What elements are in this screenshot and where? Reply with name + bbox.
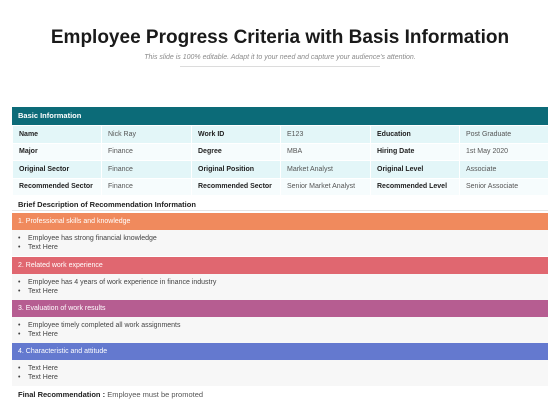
list-item: • Employee timely completed all work assi…: [12, 322, 548, 331]
page-subtitle: This slide is 100% editable. Adapt it to…: [144, 54, 416, 61]
info-value: Finance: [101, 177, 192, 196]
info-label: Original Sector: [12, 160, 102, 179]
info-label: Education: [370, 125, 460, 144]
list-item: • Text Here: [12, 331, 548, 340]
section-body: • Employee timely completed all work assi…: [12, 317, 548, 343]
bullet-icon: •: [18, 279, 21, 286]
bullet-icon: •: [18, 322, 21, 329]
info-value: Market Analyst: [280, 160, 371, 179]
list-item: • Employee has 4 years of work experience…: [12, 279, 548, 288]
info-label: Degree: [191, 142, 281, 161]
final-recommendation-value: Employee must be promoted: [107, 390, 204, 399]
info-value: E123: [280, 125, 371, 144]
section-body: • Employee has strong financial knowledge…: [12, 230, 548, 256]
info-label: Work ID: [191, 125, 281, 144]
section-characteristic-attitude: 4. Characteristic and attitude • Text Her…: [12, 343, 548, 386]
info-label: Recommended Level: [370, 177, 460, 196]
list-item: • Text Here: [12, 374, 548, 383]
info-label: Original Level: [370, 160, 460, 179]
section-work-results: 3. Evaluation of work results • Employee …: [12, 300, 548, 343]
info-value: MBA: [280, 142, 371, 161]
bullet-icon: •: [18, 373, 21, 381]
final-recommendation: Final Recommendation : Employee must be …: [18, 390, 203, 399]
bullet-text: Text Here: [28, 243, 58, 251]
info-value: Senior Associate: [459, 177, 549, 196]
info-value: Post Graduate: [459, 125, 549, 144]
section-header: 1. Professional skills and knowledge: [12, 213, 548, 230]
table-row: Original Sector Finance Original Positio…: [12, 160, 549, 179]
info-label: Hiring Date: [370, 142, 460, 161]
info-label: Original Position: [191, 160, 281, 179]
list-item: • Employee has strong financial knowledge: [12, 235, 548, 244]
bullet-icon: •: [18, 365, 21, 372]
list-item: • Text Here: [12, 288, 548, 297]
bullet-text: Text Here: [28, 287, 58, 295]
bullet-text: Employee has strong financial knowledge: [28, 235, 157, 242]
info-value: Nick Ray: [101, 125, 192, 144]
title-divider: [180, 66, 380, 67]
section-professional-skills: 1. Professional skills and knowledge • Em…: [12, 213, 548, 256]
brief-divider: [12, 210, 548, 211]
bullet-text: Text Here: [28, 373, 58, 381]
table-row: Major Finance Degree MBA Hiring Date 1st…: [12, 142, 549, 161]
bullet-icon: •: [18, 235, 21, 242]
basic-info-header: Basic Information: [12, 107, 548, 125]
table-row: Recommended Sector Finance Recommended S…: [12, 177, 549, 196]
bullet-text: Text Here: [28, 365, 58, 372]
info-label: Name: [12, 125, 102, 144]
info-label: Recommended Sector: [191, 177, 281, 196]
bullet-icon: •: [18, 330, 21, 338]
final-recommendation-label: Final Recommendation :: [18, 390, 106, 399]
basic-info-table: Name Nick Ray Work ID E123 Education Pos…: [12, 125, 549, 196]
info-label: Major: [12, 142, 102, 161]
info-label: Recommended Sector: [12, 177, 102, 196]
info-value: Finance: [101, 142, 192, 161]
info-value: Senior Market Analyst: [280, 177, 371, 196]
section-work-experience: 2. Related work experience • Employee has…: [12, 257, 548, 300]
bullet-text: Text Here: [28, 330, 58, 338]
bullet-text: Employee timely completed all work assig…: [28, 322, 181, 329]
bullet-icon: •: [18, 243, 21, 251]
list-item: • Text Here: [12, 365, 548, 374]
section-body: • Text Here • Text Here: [12, 360, 548, 386]
info-value: Associate: [459, 160, 549, 179]
table-row: Name Nick Ray Work ID E123 Education Pos…: [12, 125, 549, 144]
page-title: Employee Progress Criteria with Basis In…: [50, 27, 510, 48]
info-value: Finance: [101, 160, 192, 179]
section-body: • Employee has 4 years of work experience…: [12, 274, 548, 300]
bullet-text: Employee has 4 years of work experience …: [28, 279, 217, 286]
info-value: 1st May 2020: [459, 142, 549, 161]
section-header: 2. Related work experience: [12, 257, 548, 274]
list-item: • Text Here: [12, 244, 548, 253]
bullet-icon: •: [18, 287, 21, 295]
section-header: 3. Evaluation of work results: [12, 300, 548, 317]
brief-title: Brief Description of Recommendation Info…: [18, 200, 196, 209]
section-header: 4. Characteristic and attitude: [12, 343, 548, 360]
